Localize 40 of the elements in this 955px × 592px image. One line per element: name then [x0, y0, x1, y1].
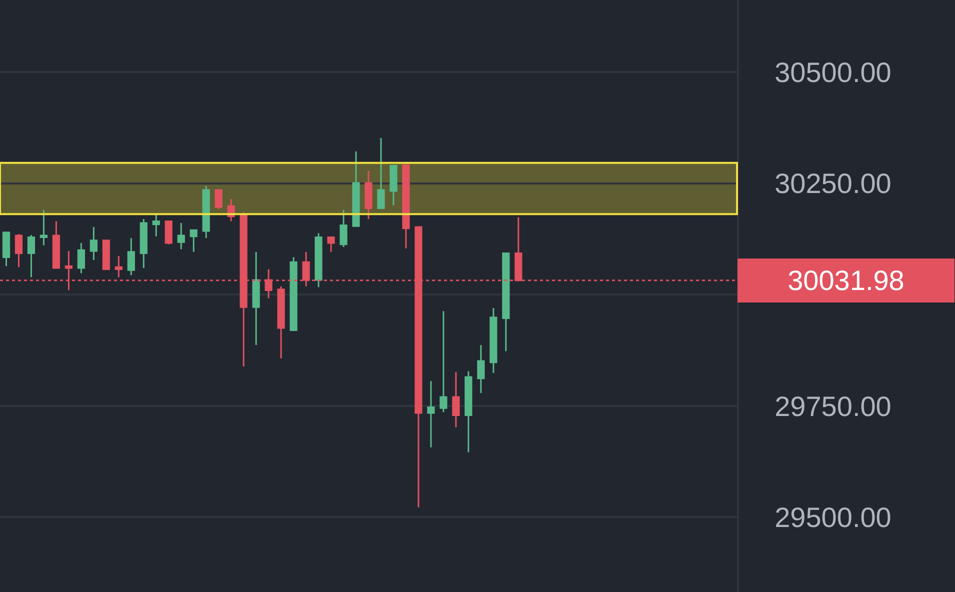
- candlestick: [440, 310, 448, 413]
- candlestick: [214, 188, 222, 210]
- candlestick: [190, 228, 198, 253]
- candlestick: [52, 220, 60, 270]
- y-tick-label: 30500.00: [774, 56, 892, 88]
- candlestick: [427, 380, 435, 448]
- candlestick: [464, 370, 472, 453]
- candlestick: [290, 256, 298, 332]
- candlestick: [352, 150, 360, 228]
- candlestick: [152, 214, 160, 238]
- candlestick: [364, 170, 372, 220]
- candlestick: [14, 233, 23, 268]
- y-tick-label: 30250.00: [774, 168, 892, 200]
- candlestick: [327, 236, 335, 253]
- candlestick: [102, 239, 110, 271]
- candlestick: [390, 164, 398, 206]
- candlestick: [77, 242, 86, 274]
- candlestick: [402, 164, 410, 250]
- y-tick-label: 29750.00: [774, 390, 892, 422]
- ref-line-label: 30031.98: [788, 265, 904, 296]
- candlestick: [377, 137, 385, 210]
- candlestick: [477, 344, 485, 394]
- candlestick: [252, 251, 260, 346]
- candlestick: [140, 218, 148, 269]
- candlestick: [90, 226, 98, 261]
- candlestick: [314, 232, 322, 288]
- candlestick: [277, 285, 285, 360]
- candlestick: [502, 252, 510, 352]
- candlestick: [2, 231, 10, 267]
- candlestick: [164, 220, 172, 246]
- candlestick: [202, 185, 210, 239]
- candlestick: [490, 307, 498, 374]
- candlestick: [452, 371, 460, 428]
- candlestick: [340, 209, 348, 248]
- candlestick: [177, 222, 185, 250]
- candlestick: [114, 255, 122, 278]
- candlestick: [127, 237, 135, 276]
- candlestick: [40, 209, 48, 246]
- y-tick-label: 29500.00: [774, 502, 892, 534]
- candlestick: [27, 234, 36, 278]
